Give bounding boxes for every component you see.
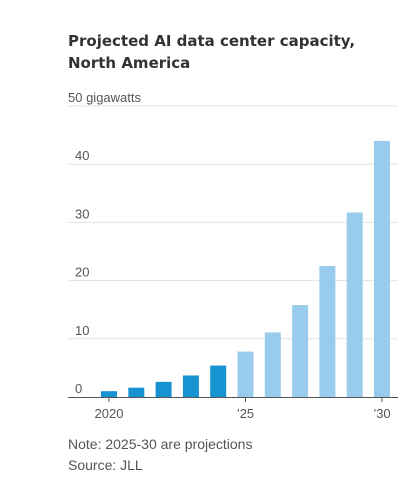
x-axis-tick-labels: 2020 ’25 ’30 [95,397,391,421]
y-tick-label: 50 gigawatts [68,90,141,105]
bar-2022 [155,381,172,397]
bar-2025 [237,351,254,397]
chart-source: Source: JLL [68,457,143,473]
y-tick-label: 10 [75,323,89,338]
bar-chart: 0 10 20 30 40 50 gigawatts 2020 ’25 ’30 [68,90,398,421]
bar-2028 [319,266,336,397]
y-tick-label: 20 [75,265,89,280]
y-tick-label: 0 [75,381,82,396]
bar-2023 [182,375,199,397]
bar-2030 [374,140,390,398]
chart-note: Note: 2025-30 are projections [68,436,253,452]
bars [101,140,390,398]
y-tick-label: 30 [75,206,89,221]
y-tick-label: 40 [75,148,89,163]
x-tick-label: ’25 [237,406,254,421]
bar-2029 [346,212,363,397]
gridlines [68,105,398,398]
x-tick-label: 2020 [95,406,124,421]
bar-2024 [210,365,227,397]
bar-2026 [264,332,281,397]
bar-2021 [128,387,145,397]
chart-title: Projected AI data center capacity, North… [68,32,356,72]
y-axis-tick-labels: 0 10 20 30 40 50 gigawatts [68,90,141,396]
bar-2020 [101,391,117,397]
bar-2027 [292,305,309,397]
x-tick-label: ’30 [373,406,390,421]
